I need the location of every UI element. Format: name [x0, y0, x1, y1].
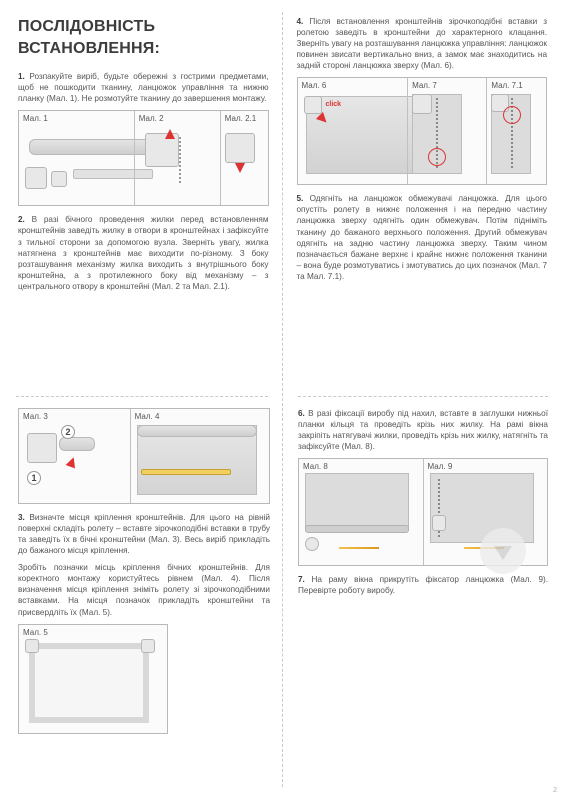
step-3a: 3. Визначте місця кріплення кронштейнів.…	[18, 512, 270, 556]
fig71-label: Мал. 7.1	[491, 81, 522, 92]
step-1-text: Розпакуйте виріб, будьте обережні з гост…	[18, 72, 269, 103]
figure-box-3-4: Мал. 3 2 1 Мал. 4	[18, 408, 270, 504]
step-6-text: В разі фіксації виробу під нахил, вставт…	[298, 409, 548, 451]
fig-3: Мал. 3 2 1	[19, 409, 130, 503]
fig8-label: Мал. 8	[303, 462, 328, 473]
page-title: ПОСЛІДОВНІСТЬ ВСТАНОВЛЕННЯ:	[18, 16, 269, 59]
fig5-label: Мал. 5	[23, 628, 48, 639]
step-1-num: 1.	[18, 72, 25, 81]
num-2: 2	[61, 425, 75, 439]
step-2-text: В разі бічного проведення жилки перед вс…	[18, 215, 269, 290]
lower-right: 6. В разі фіксації виробу під нахил, вст…	[298, 408, 548, 602]
hdiv-left	[16, 396, 268, 397]
step-4-text: Після встановлення кронштейнів зірочкопо…	[297, 17, 548, 70]
right-column: 4. Після встановлення кронштейнів зірочк…	[283, 0, 565, 799]
step-5: 5. Одягніть на ланцюжок обмежувачі ланцю…	[297, 193, 548, 282]
fig4-label: Мал. 4	[135, 412, 160, 423]
step-7-text: На раму вікна прикрутіть фіксатор ланцюж…	[298, 575, 548, 595]
fig-8: Мал. 8	[299, 459, 423, 565]
fig-2-1: Мал. 2.1	[220, 111, 268, 205]
fig7-label: Мал. 7	[412, 81, 437, 92]
fig6-label: Мал. 6	[302, 81, 327, 92]
step-3-num: 3.	[18, 513, 25, 522]
fig-4: Мал. 4	[130, 409, 269, 503]
step-7: 7. На раму вікна прикрутіть фіксатор лан…	[298, 574, 548, 596]
step-2-num: 2.	[18, 215, 25, 224]
lower-left: Мал. 3 2 1 Мал. 4 3. Визначте місця кріп…	[18, 408, 270, 742]
step-3a-text: Визначте місця кріплення кронштейнів. Дл…	[18, 513, 270, 555]
page-number: 2	[553, 786, 557, 795]
num-1: 1	[27, 471, 41, 485]
step-3b: Зробіть позначки місць кріплення бічних …	[18, 562, 270, 617]
fig1-label: Мал. 1	[23, 114, 48, 125]
fig-2: Мал. 2	[134, 111, 220, 205]
step-1: 1. Розпакуйте виріб, будьте обережні з г…	[18, 71, 269, 104]
fig-split-67: Мал. 6 click Мал. 7 Мал. 7.1	[298, 78, 547, 184]
watermark-icon	[480, 528, 526, 574]
figure-box-6-7: Мал. 6 click Мал. 7 Мал. 7.1	[297, 77, 548, 185]
fig-7-1: Мал. 7.1	[486, 78, 546, 184]
step-6: 6. В разі фіксації виробу під нахил, вст…	[298, 408, 548, 452]
fig-7: Мал. 7	[407, 78, 486, 184]
step-2: 2. В разі бічного проведення жилки перед…	[18, 214, 269, 291]
fig9-label: Мал. 9	[428, 462, 453, 473]
figure-box-1-2: Мал. 1 Мал. 2 Мал. 2.1	[18, 110, 269, 206]
vertical-divider	[282, 12, 283, 787]
fig2-label: Мал. 2	[139, 114, 164, 125]
fig3-label: Мал. 3	[23, 412, 48, 423]
step-3b-text: Зробіть позначки місць кріплення бічних …	[18, 563, 270, 616]
fig-1: Мал. 1	[19, 111, 134, 205]
fig-6: Мал. 6 click	[298, 78, 408, 184]
step-4: 4. Після встановлення кронштейнів зірочк…	[297, 16, 548, 71]
step-7-num: 7.	[298, 575, 305, 584]
fig-split: Мал. 1 Мал. 2 Мал. 2.1	[19, 111, 268, 205]
click-text: click	[326, 100, 342, 109]
hdiv-right	[298, 396, 548, 397]
fig21-label: Мал. 2.1	[225, 114, 256, 125]
step-5-text: Одягніть на ланцюжок обмежувачі ланцюжка…	[297, 194, 548, 280]
figure-box-5: Мал. 5	[18, 624, 168, 734]
step-6-num: 6.	[298, 409, 305, 418]
